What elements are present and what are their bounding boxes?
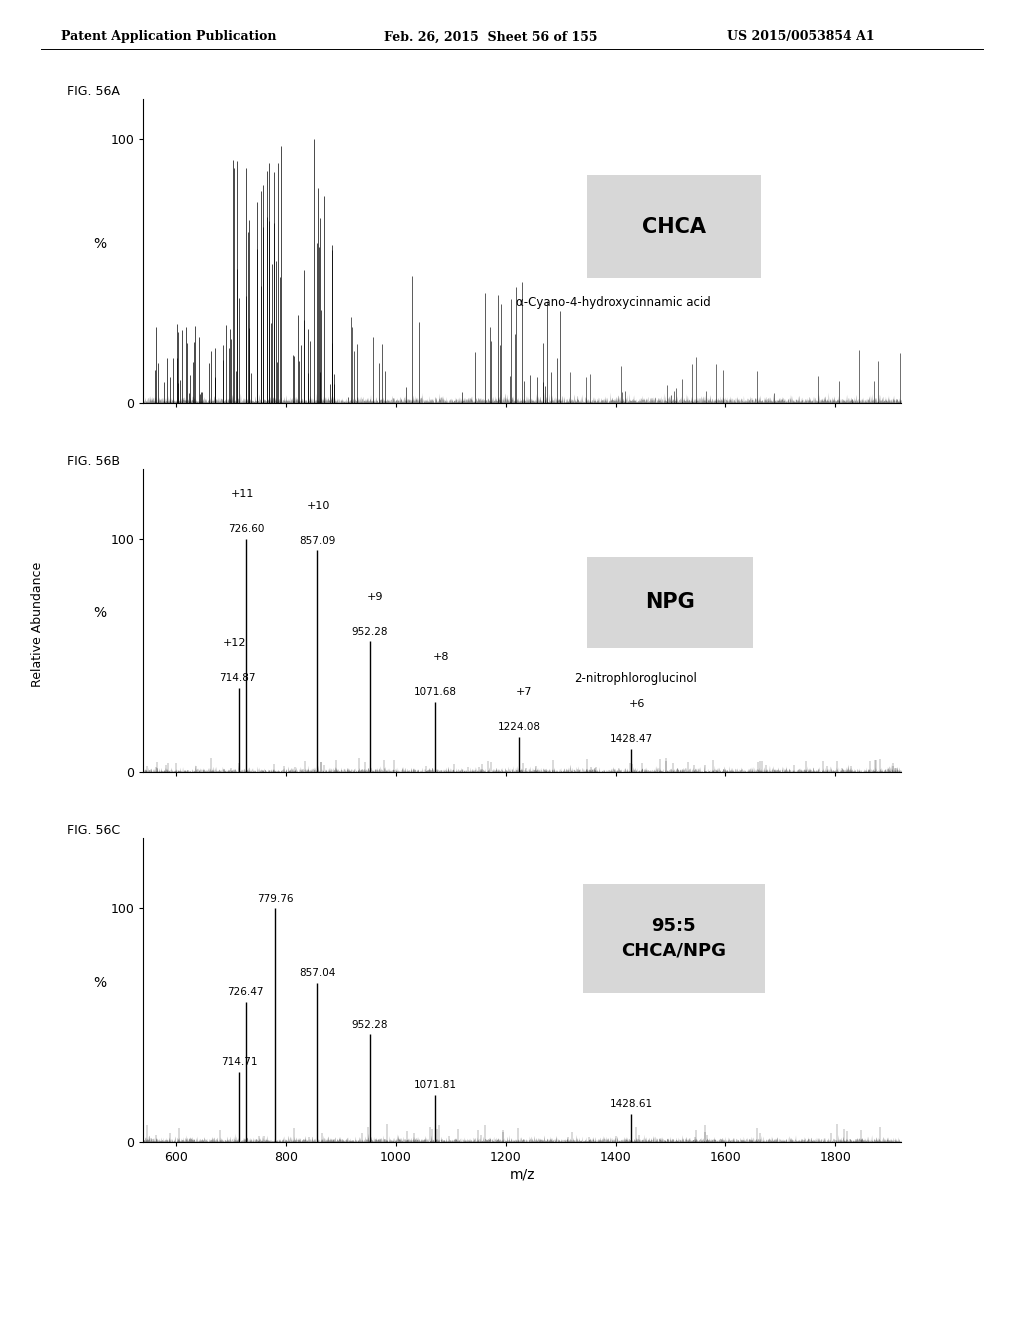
Text: Patent Application Publication: Patent Application Publication: [61, 30, 276, 44]
Text: +9: +9: [367, 591, 383, 602]
X-axis label: m/z: m/z: [510, 1168, 535, 1181]
Text: 726.47: 726.47: [227, 987, 264, 997]
FancyBboxPatch shape: [583, 884, 765, 993]
Text: Relative Abundance: Relative Abundance: [32, 562, 44, 686]
Text: +11: +11: [230, 488, 254, 499]
Text: 952.28: 952.28: [351, 1020, 388, 1030]
Text: Feb. 26, 2015  Sheet 56 of 155: Feb. 26, 2015 Sheet 56 of 155: [384, 30, 597, 44]
Text: α-Cyano-4-hydroxycinnamic acid: α-Cyano-4-hydroxycinnamic acid: [516, 297, 711, 309]
Text: 952.28: 952.28: [351, 627, 388, 636]
Text: FIG. 56C: FIG. 56C: [67, 824, 120, 837]
Text: 95:5
CHCA/NPG: 95:5 CHCA/NPG: [622, 917, 726, 960]
Text: 1071.81: 1071.81: [414, 1081, 457, 1090]
Text: CHCA: CHCA: [642, 216, 706, 236]
Text: 714.71: 714.71: [221, 1057, 258, 1067]
Text: US 2015/0053854 A1: US 2015/0053854 A1: [727, 30, 874, 44]
Text: 857.04: 857.04: [299, 969, 336, 978]
Text: +10: +10: [307, 500, 331, 511]
Text: FIG. 56A: FIG. 56A: [67, 84, 120, 98]
Text: NPG: NPG: [645, 593, 695, 612]
Text: 1428.47: 1428.47: [609, 734, 652, 744]
Text: 1428.61: 1428.61: [609, 1100, 653, 1109]
Text: +8: +8: [432, 652, 450, 663]
FancyBboxPatch shape: [587, 176, 761, 279]
Text: 1224.08: 1224.08: [498, 722, 541, 733]
Text: 1071.68: 1071.68: [414, 688, 457, 697]
Y-axis label: %: %: [93, 236, 105, 251]
Text: 857.09: 857.09: [299, 536, 336, 545]
Text: 2-nitrophloroglucinol: 2-nitrophloroglucinol: [574, 672, 697, 685]
Text: 726.60: 726.60: [227, 524, 264, 535]
Text: +6: +6: [629, 700, 645, 709]
Y-axis label: %: %: [93, 606, 105, 620]
Text: 714.87: 714.87: [219, 673, 255, 684]
Text: 779.76: 779.76: [257, 894, 293, 904]
FancyBboxPatch shape: [587, 557, 754, 648]
Text: +7: +7: [516, 688, 532, 697]
Y-axis label: %: %: [93, 975, 105, 990]
Text: FIG. 56B: FIG. 56B: [67, 454, 120, 467]
Text: +12: +12: [223, 639, 247, 648]
